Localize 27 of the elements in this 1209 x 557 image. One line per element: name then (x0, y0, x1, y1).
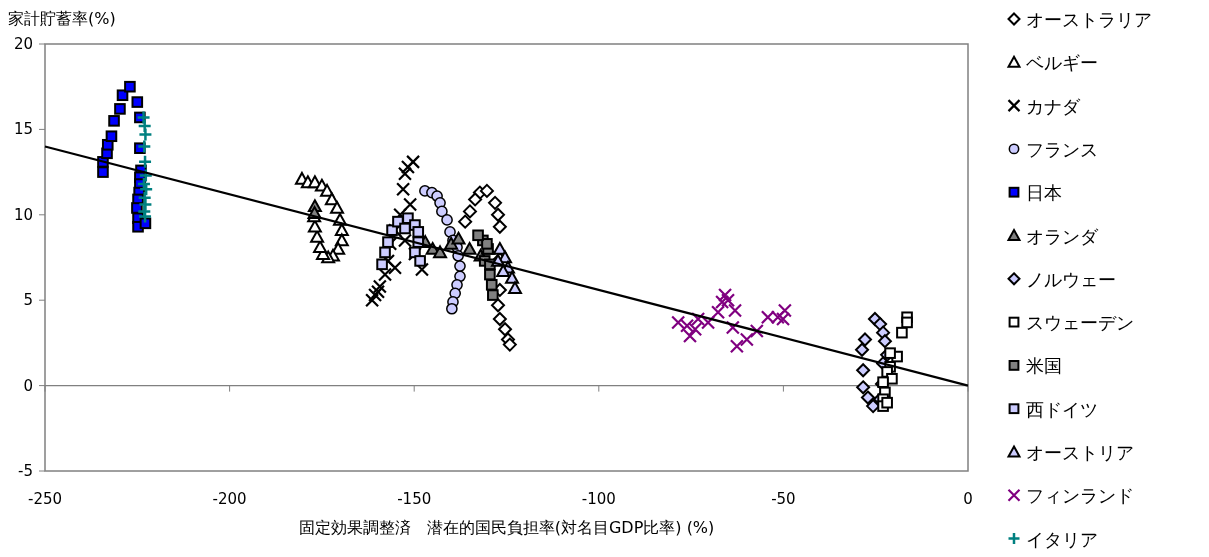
legend-label: オーストラリア (1026, 9, 1152, 30)
y-tick-label: -5 (18, 462, 33, 480)
legend-label: オーストリア (1026, 442, 1134, 463)
legend-label: オランダ (1026, 225, 1099, 247)
x-tick-label: -250 (27, 490, 63, 508)
legend-label: フランス (1026, 138, 1098, 160)
legend-label: ノルウェー (1026, 268, 1116, 290)
legend-label: 西ドイツ (1026, 398, 1098, 420)
legend-label: フィンランド (1026, 485, 1134, 507)
x-tick-label: 0 (963, 490, 973, 508)
y-tick-label: 20 (13, 35, 33, 53)
y-tick-label: 0 (23, 376, 33, 395)
y-tick-label: 5 (23, 291, 33, 310)
x-tick-label: -150 (397, 490, 432, 508)
legend-label: 米国 (1026, 355, 1062, 377)
x-tick-label: -100 (581, 490, 616, 508)
y-tick-label: 15 (13, 120, 33, 139)
legend-label: 日本 (1026, 182, 1062, 204)
x-axis-title: 固定効果調整済 潜在的国民負担率(対名目GDP比率) (%) (298, 518, 715, 537)
legend-label: イタリア (1026, 528, 1098, 550)
legend-label: スウェーデン (1026, 312, 1134, 334)
legend-label: ベルギー (1026, 52, 1098, 74)
x-tick-label: -200 (212, 490, 247, 508)
x-tick-label: -50 (771, 490, 796, 508)
y-tick-label: 10 (13, 205, 33, 224)
legend-label: カナダ (1026, 95, 1081, 117)
y-axis-title: 家計貯蓄率(%) (8, 9, 116, 28)
